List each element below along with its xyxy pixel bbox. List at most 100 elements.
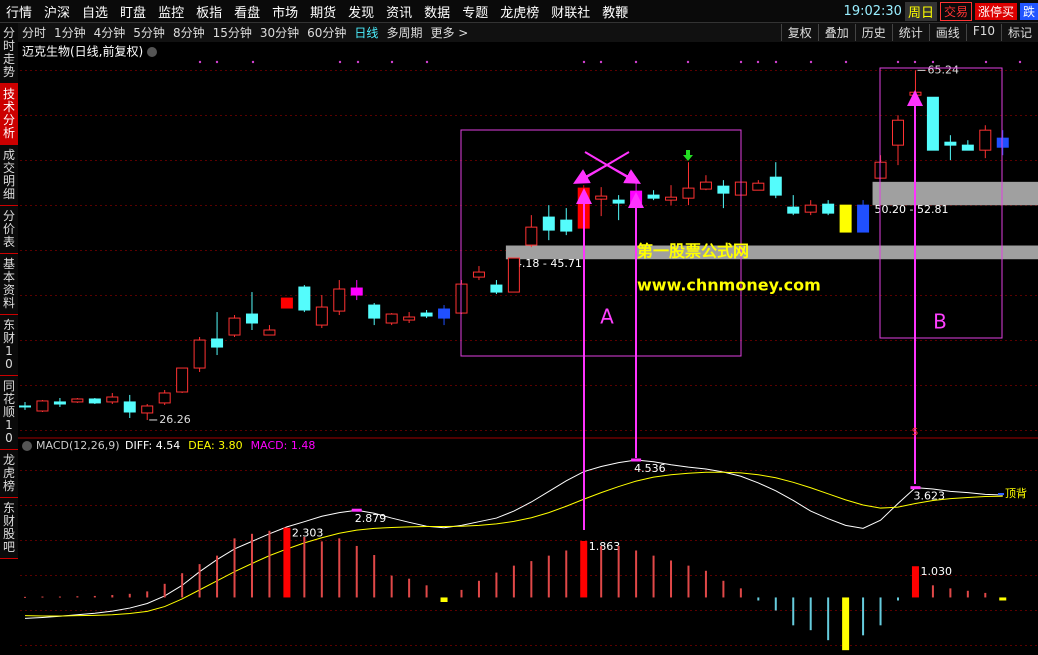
period-tab[interactable]: 多周期	[386, 26, 423, 40]
menu-item[interactable]: 行情	[6, 5, 33, 21]
macd-menu-icon[interactable]	[22, 441, 32, 451]
sidebar-tab[interactable]: 龙虎榜	[0, 450, 18, 498]
divergence-label: 顶背	[1005, 486, 1027, 500]
period-tab[interactable]: 30分钟	[259, 26, 300, 40]
menu-item[interactable]: 专题	[462, 5, 489, 21]
period-tab[interactable]: 更多 >	[430, 26, 469, 40]
macd-bar	[216, 555, 219, 598]
sidebar-tab[interactable]: 成交明细	[0, 145, 18, 206]
menu-item[interactable]: 板指	[196, 5, 223, 21]
macd-bar	[460, 589, 463, 598]
menu-item[interactable]: 盯盘	[120, 5, 147, 21]
macd-bar	[477, 580, 480, 598]
menu-item[interactable]: 数据	[424, 5, 451, 21]
marker-dot	[356, 60, 360, 64]
macd-bar	[931, 585, 934, 598]
macd-bar	[198, 564, 201, 598]
candle-body	[106, 396, 119, 403]
menu-button[interactable]: 涨停买	[974, 2, 1017, 20]
marker-dot	[390, 60, 394, 64]
candle-body	[280, 297, 293, 309]
legend-entry: DIFF: 4.54	[125, 439, 180, 452]
candle-body	[472, 271, 485, 278]
candle-body	[665, 196, 678, 201]
zone-label: 44.18 - 45.71	[508, 257, 582, 270]
period-tab[interactable]: 60分钟	[307, 26, 347, 40]
sidebar-tab[interactable]: 分时走势	[0, 23, 18, 84]
sidebar-tab[interactable]: 分价表	[0, 206, 18, 254]
period-tab[interactable]: 15分钟	[212, 26, 252, 40]
sidebar-tab[interactable]: 东财股吧	[0, 498, 18, 559]
period-tab[interactable]: 5分钟	[133, 26, 165, 40]
candle-body	[193, 339, 206, 369]
period-tab[interactable]: 日线	[354, 26, 379, 40]
menu-item[interactable]: 沪深	[44, 5, 71, 21]
tool-button[interactable]: 标记	[1000, 24, 1038, 41]
sidebar-tab[interactable]: 东财10	[0, 315, 18, 376]
marker-dot	[913, 60, 917, 64]
menu-item[interactable]: 期货	[310, 5, 337, 21]
macd-bar	[687, 565, 690, 598]
macd-bar	[425, 585, 428, 598]
price-zone	[505, 245, 1038, 260]
macd-bar	[757, 597, 760, 601]
macd-bar	[283, 527, 291, 598]
candle-body	[804, 204, 817, 213]
macd-bar	[704, 570, 707, 598]
tool-button[interactable]: 叠加	[817, 24, 855, 41]
box-b-label: B	[933, 310, 947, 334]
macd-bar	[390, 575, 393, 598]
period-tab[interactable]: 4分钟	[93, 26, 126, 40]
macd-bar	[565, 550, 568, 598]
menu-item[interactable]: 财联社	[551, 5, 591, 21]
macd-bar	[41, 596, 44, 598]
marker-dot	[599, 60, 603, 64]
candle-body	[542, 216, 555, 231]
macd-bar	[547, 555, 550, 598]
candle-body	[263, 329, 276, 336]
menu-button[interactable]: 跌	[1019, 2, 1038, 20]
tool-button[interactable]: 统计	[891, 24, 929, 41]
macd-bar	[495, 572, 498, 598]
macd-bar	[146, 591, 149, 598]
candle-body	[944, 141, 957, 146]
menu-item[interactable]: 监控	[158, 5, 185, 21]
sidebar-tab[interactable]: 同花顺10	[0, 376, 18, 450]
macd-bar	[842, 597, 850, 651]
box-a	[460, 129, 742, 357]
candle-body	[996, 137, 1009, 148]
menu-button[interactable]: 交易	[939, 1, 972, 21]
tool-button[interactable]: 复权	[780, 24, 818, 41]
candle-body	[507, 257, 520, 293]
tool-button[interactable]: 历史	[854, 24, 892, 41]
macd-bar	[999, 597, 1007, 601]
menu-item[interactable]: 自选	[82, 5, 109, 21]
period-tab[interactable]: 1分钟	[54, 26, 86, 40]
title-menu-icon[interactable]	[147, 47, 157, 57]
tool-button[interactable]: F10	[965, 24, 1001, 41]
marker-dot	[425, 60, 429, 64]
menu-item[interactable]: 市场	[272, 5, 299, 21]
macd-panel-background	[18, 455, 1038, 655]
candle-body	[385, 313, 398, 324]
bar-value-label: 2.303	[292, 527, 324, 540]
marker-dot	[756, 60, 760, 64]
sidebar-tab[interactable]: 基本资料	[0, 254, 18, 315]
candle-body	[71, 398, 84, 403]
macd-bar	[76, 596, 79, 598]
menu-item[interactable]: 资讯	[386, 5, 413, 21]
low-label: 26.26	[159, 413, 191, 426]
menu-item[interactable]: 教鞭	[602, 5, 629, 21]
sidebar-tab[interactable]: 技术分析	[0, 84, 18, 145]
candle-body	[647, 194, 660, 199]
menu-item[interactable]: 龙虎榜	[500, 5, 540, 21]
chart-title: 迈克生物(日线,前复权)	[22, 44, 143, 59]
candle-body	[822, 203, 835, 214]
menu-item[interactable]: 发现	[348, 5, 375, 21]
tool-button[interactable]: 画线	[928, 24, 966, 41]
menu-item[interactable]: 看盘	[234, 5, 261, 21]
macd-bar	[250, 533, 253, 598]
period-tab[interactable]: 8分钟	[172, 26, 205, 40]
high-label: 65.24	[927, 63, 959, 76]
period-tab[interactable]: 分时	[22, 26, 47, 40]
